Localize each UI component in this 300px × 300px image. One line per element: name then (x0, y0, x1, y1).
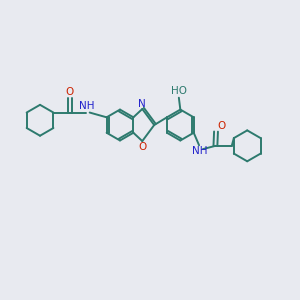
Text: N: N (138, 99, 146, 109)
Text: O: O (217, 121, 226, 131)
Text: NH: NH (79, 101, 94, 111)
Text: NH: NH (192, 146, 207, 157)
Text: HO: HO (171, 86, 188, 96)
Text: O: O (65, 87, 73, 97)
Text: O: O (139, 142, 147, 152)
